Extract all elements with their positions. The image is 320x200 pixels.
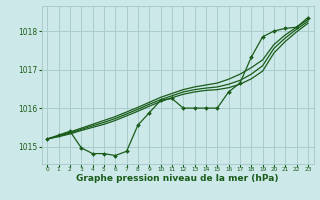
X-axis label: Graphe pression niveau de la mer (hPa): Graphe pression niveau de la mer (hPa) <box>76 174 279 183</box>
